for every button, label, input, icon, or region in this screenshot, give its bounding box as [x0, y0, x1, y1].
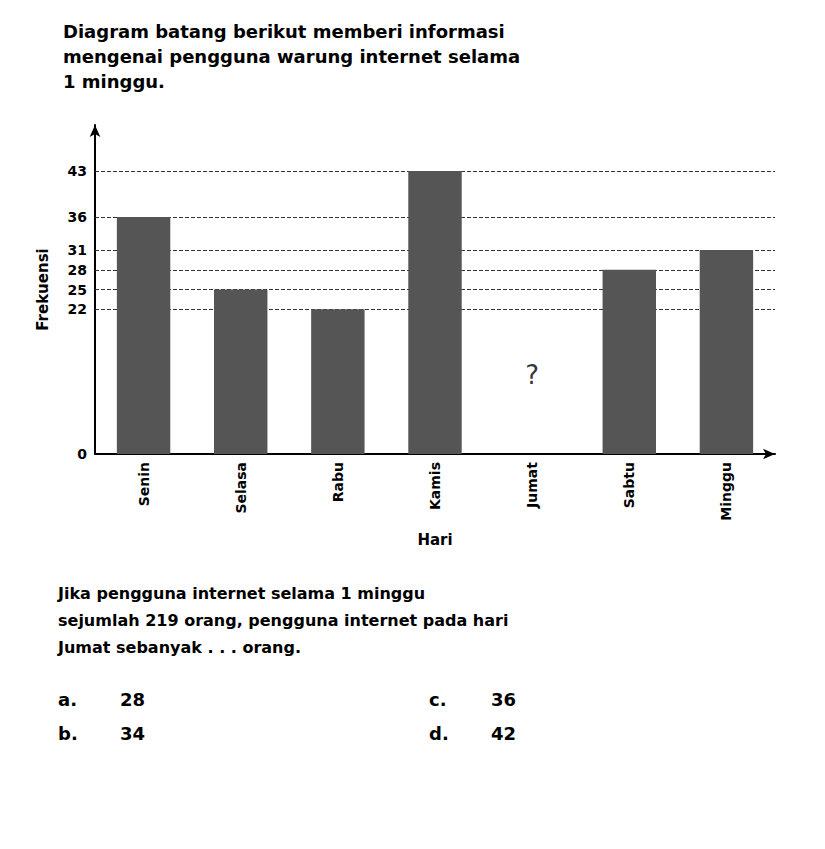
- svg-text:22: 22: [68, 301, 87, 317]
- svg-text:sejumlah 219 orang, pengguna i: sejumlah 219 orang, pengguna internet pa…: [58, 611, 508, 630]
- svg-text:36: 36: [68, 209, 87, 225]
- svg-text:25: 25: [68, 282, 87, 298]
- svg-text:34: 34: [120, 723, 145, 744]
- svg-text:b.: b.: [58, 723, 78, 744]
- svg-text:c.: c.: [429, 689, 447, 710]
- svg-text:42: 42: [491, 723, 516, 744]
- svg-text:Minggu: Minggu: [718, 462, 734, 521]
- svg-text:?: ?: [525, 360, 539, 390]
- svg-text:a.: a.: [58, 689, 77, 710]
- svg-text:31: 31: [68, 242, 87, 258]
- svg-text:28: 28: [120, 689, 145, 710]
- svg-text:36: 36: [491, 689, 516, 710]
- svg-text:1 minggu.: 1 minggu.: [63, 71, 165, 92]
- svg-text:Jumat: Jumat: [524, 462, 540, 509]
- svg-text:Jika pengguna internet selama: Jika pengguna internet selama 1 minggu: [57, 584, 425, 603]
- svg-text:28: 28: [68, 262, 87, 278]
- svg-text:Rabu: Rabu: [330, 462, 346, 502]
- svg-text:Sabtu: Sabtu: [621, 462, 637, 508]
- svg-text:Selasa: Selasa: [233, 462, 249, 514]
- svg-text:Hari: Hari: [417, 531, 452, 549]
- svg-text:Frekuensi: Frekuensi: [34, 248, 52, 330]
- svg-text:Diagram batang berikut memberi: Diagram batang berikut memberi informasi: [63, 21, 505, 42]
- svg-text:Senin: Senin: [136, 462, 152, 506]
- svg-text:43: 43: [68, 163, 87, 179]
- svg-text:mengenai pengguna warung inter: mengenai pengguna warung internet selama: [63, 46, 520, 67]
- svg-text:Jumat sebanyak . . . orang.: Jumat sebanyak . . . orang.: [57, 638, 301, 657]
- svg-text:d.: d.: [429, 723, 449, 744]
- svg-text:0: 0: [77, 446, 87, 462]
- svg-text:Kamis: Kamis: [427, 462, 443, 510]
